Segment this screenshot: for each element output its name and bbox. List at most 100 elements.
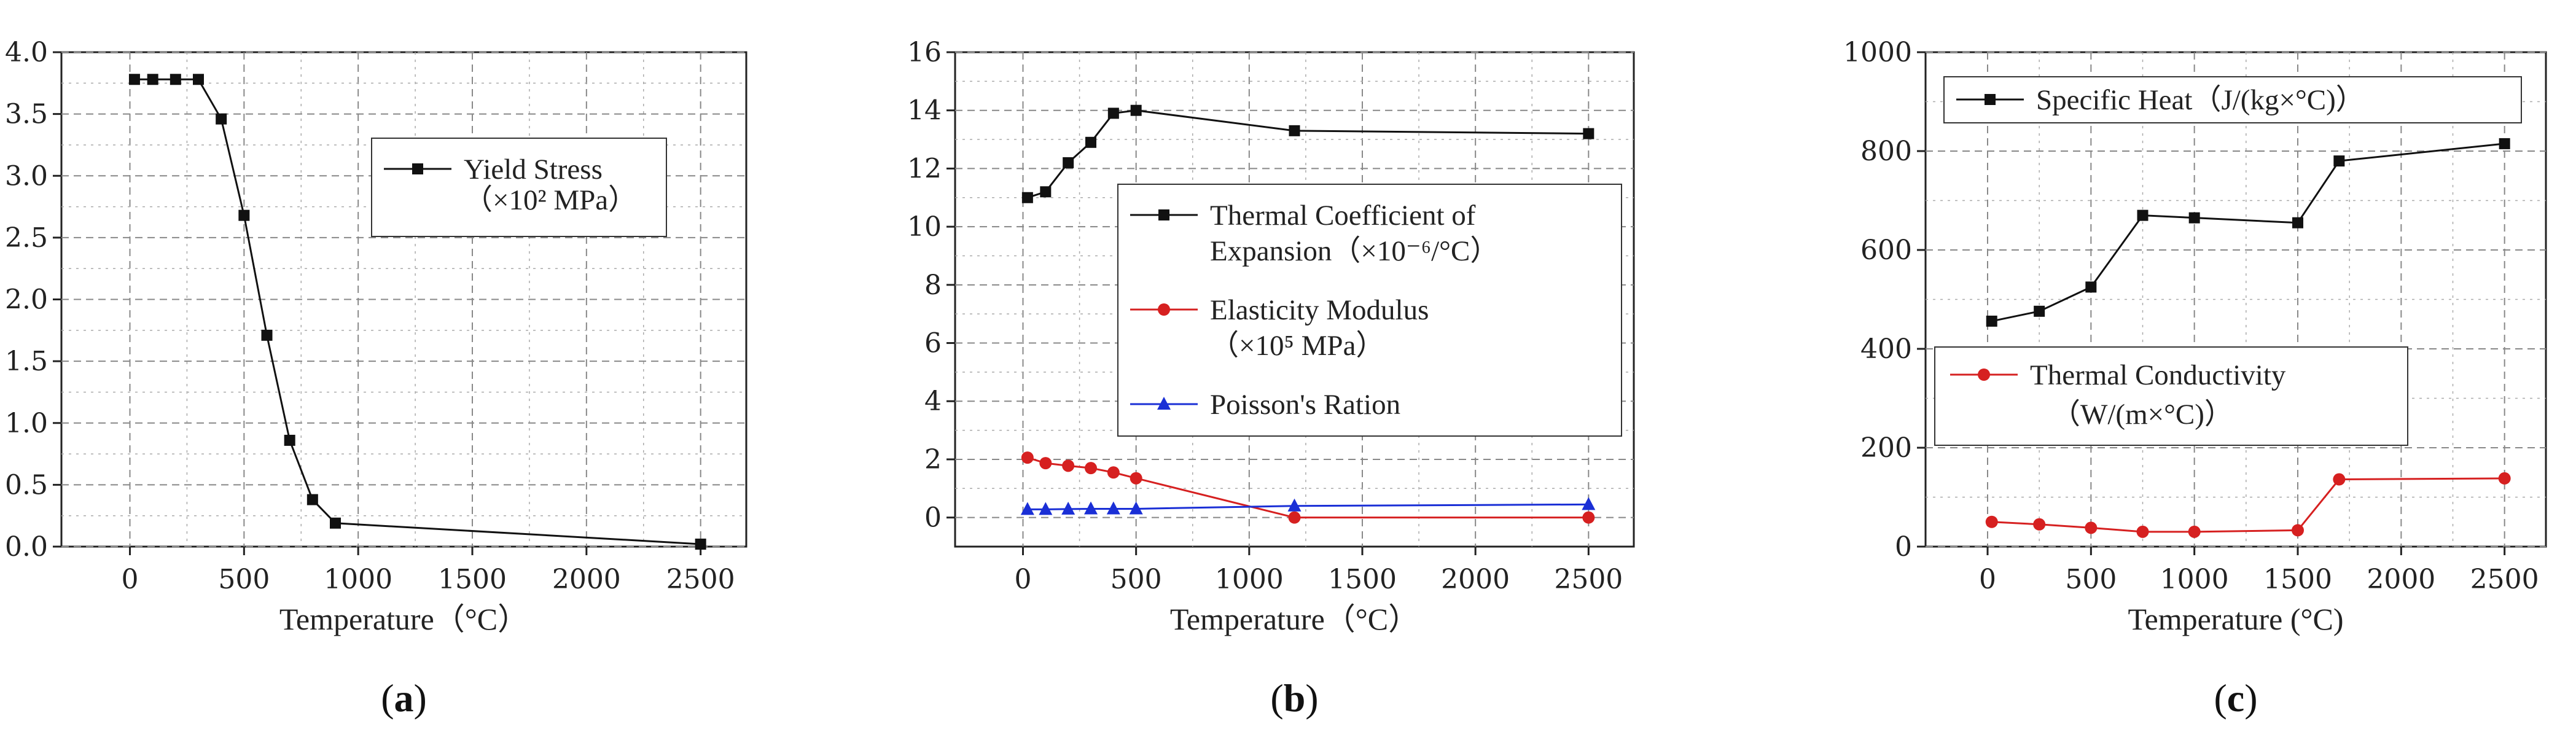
x-tick-label: 2500 (666, 564, 735, 595)
legend-box (1934, 346, 2408, 446)
data-point (2292, 217, 2303, 228)
data-point (1021, 192, 1033, 203)
x-axis-label: Temperature（°C） (279, 602, 528, 636)
y-tick-label: 4.0 (5, 37, 48, 68)
data-point (2292, 524, 2304, 537)
data-point (216, 113, 227, 125)
y-tick-label: 8 (924, 270, 942, 301)
x-tick-label: 0 (122, 564, 139, 595)
x-tick-label: 2500 (2470, 564, 2539, 595)
y-tick-label: 3.5 (5, 99, 48, 130)
x-tick-label: 500 (218, 564, 270, 595)
x-tick-label: 1500 (2263, 564, 2332, 595)
x-tick-label: 0 (1015, 564, 1032, 595)
legend-label: Specific Heat（J/(kg×°C)） (2036, 84, 2365, 116)
data-point (128, 74, 140, 85)
data-point (1288, 511, 1301, 524)
data-point (2499, 138, 2510, 149)
data-point (1583, 128, 1594, 139)
legend-marker (1985, 94, 1996, 105)
y-tick-label: 2.0 (5, 284, 48, 316)
data-point (1129, 501, 1143, 515)
y-tick-label: 4 (924, 386, 942, 417)
subfigure-label: (b) (1270, 676, 1318, 720)
series-line (1991, 142, 2505, 322)
y-tick-label: 600 (1860, 235, 1912, 266)
y-tick-label: 14 (907, 95, 942, 127)
legend-box (371, 138, 667, 237)
data-point (2188, 525, 2201, 538)
data-point (193, 74, 204, 85)
legend-marker (1158, 209, 1169, 220)
data-point (1986, 315, 1997, 327)
chart-a: 0 500 1000 1500 2000 2500 0.0 0.5 1.0 1.5 2.0 2.5 3.… (5, 37, 747, 720)
x-tick-label: 2500 (1554, 564, 1623, 595)
y-tick-label: 0.5 (5, 469, 48, 501)
data-point (1085, 462, 1097, 475)
data-point (284, 434, 295, 446)
subfigure-label: (a) (381, 676, 427, 720)
x-tick-label: 1000 (1215, 564, 1284, 595)
y-tick-label: 12 (907, 153, 942, 184)
data-point (1130, 104, 1142, 116)
data-point (170, 74, 181, 85)
y-tick-label: 16 (907, 37, 942, 68)
data-point (2333, 155, 2345, 167)
series-line (1991, 477, 2505, 533)
data-point (147, 74, 158, 85)
legend-label-line2: （W/(m×°C)） (2051, 399, 2233, 431)
data-point (1985, 515, 1998, 528)
legend-label-line2: （×10² MPa） (464, 184, 637, 216)
data-point (1084, 501, 1098, 515)
legend-marker (1158, 303, 1170, 316)
legend-box (1117, 184, 1622, 437)
data-point (1021, 451, 1034, 464)
legend-label: Thermal Coefficient of (1210, 200, 1476, 232)
x-tick-label: 0 (1979, 564, 1996, 595)
data-point (2137, 209, 2149, 221)
data-point (1062, 459, 1075, 472)
data-point (261, 329, 273, 341)
data-point (330, 517, 341, 529)
legend-marker (412, 163, 423, 174)
x-tick-label: 2000 (552, 564, 621, 595)
subfigure-label: (c) (2214, 676, 2257, 720)
data-point (1287, 498, 1302, 512)
legend-marker (1978, 368, 1990, 381)
data-point (1061, 501, 1075, 515)
y-tick-label: 10 (907, 211, 942, 243)
legend-label: Poisson's Ration (1210, 389, 1400, 421)
y-tick-label: 6 (924, 328, 942, 359)
data-point (2498, 472, 2511, 485)
x-tick-label: 1000 (2160, 564, 2229, 595)
data-point (1582, 497, 1596, 510)
legend-label: Yield Stress (464, 154, 603, 185)
x-axis-label: Temperature (°C) (2128, 602, 2343, 636)
y-tick-label: 1.0 (5, 408, 48, 439)
legend-label-line2: Expansion（×10⁻⁶/°C） (1210, 235, 1499, 267)
legend-marker (1157, 397, 1171, 410)
x-tick-label: 500 (2065, 564, 2117, 595)
x-tick-label: 1000 (324, 564, 392, 595)
y-tick-label: 200 (1860, 432, 1912, 464)
data-point (2033, 518, 2046, 531)
data-point (1020, 502, 1034, 515)
x-tick-label: 2000 (2367, 564, 2435, 595)
data-point (1582, 511, 1595, 524)
chart-c: 0 500 1000 1500 2000 2500 0 200 400 600 800 1000 Tem… (1843, 37, 2547, 720)
x-axis-label: Temperature（°C） (1170, 602, 1419, 636)
data-point (1040, 186, 1052, 198)
y-tick-label: 3.0 (5, 160, 48, 192)
x-tick-label: 2000 (1441, 564, 1510, 595)
y-tick-label: 1000 (1843, 37, 1912, 68)
data-point (306, 494, 318, 505)
y-tick-label: 0 (924, 502, 942, 534)
x-tick-label: 500 (1110, 564, 1162, 595)
y-tick-label: 2.5 (5, 222, 48, 254)
legend-label: Elasticity Modulus (1210, 294, 1429, 326)
y-tick-label: 800 (1860, 136, 1912, 167)
data-point (695, 538, 706, 550)
legend-label-line2: （×10⁵ MPa） (1210, 330, 1384, 362)
data-point (1289, 125, 1300, 136)
data-point (2188, 212, 2200, 224)
